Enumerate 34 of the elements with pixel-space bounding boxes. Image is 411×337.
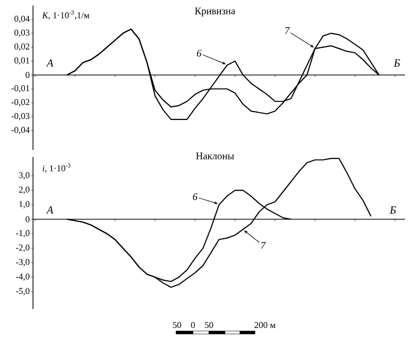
y-tick-label: -1,0 [16, 230, 30, 238]
text: 50 [173, 322, 182, 328]
y-axis-title: K, 1·10$^{-3}$,1/м [42, 10, 90, 20]
y-tick-label: -0,01 [11, 85, 30, 93]
text: 7 [285, 27, 290, 34]
y-tick-label: -2,0 [16, 244, 30, 252]
y-tick-label: -0,03 [11, 112, 30, 120]
y-tick-label: 1,0 [19, 201, 30, 208]
annotation: Б [394, 59, 400, 67]
text: 7 [261, 242, 266, 249]
y-tick-label: -0,04 [11, 126, 30, 134]
y-tick-label: -3,0 [16, 258, 30, 266]
y-tick-label: 0 [26, 72, 30, 78]
legend-label: 6 [192, 193, 198, 200]
y-tick-label: -5,0 [16, 288, 30, 296]
y-tick-label: 0,02 [14, 44, 30, 51]
y-tick-label: 3,0 [19, 172, 30, 180]
chart-title: Наклоны [196, 152, 234, 160]
y-tick-label: 2,0 [18, 186, 30, 194]
text: 50 [205, 322, 214, 328]
y-tick-label: 0 [26, 216, 30, 222]
annotation: А [46, 59, 54, 67]
legend-label: 6 [196, 50, 202, 57]
text: 200 м [254, 322, 276, 328]
text: 0 [191, 322, 195, 328]
annotation: А [46, 206, 54, 214]
y-tick-label: -0,02 [11, 99, 30, 106]
annotation: Б [390, 206, 396, 214]
y-tick-label: -4,0 [16, 273, 30, 281]
y-axis-title: i, 1·10$^{-3}$ [42, 163, 70, 173]
y-tick-label: 0,01 [14, 57, 30, 65]
y-tick-label: 0,04 [14, 16, 30, 24]
y-tick-label: 0,03 [14, 30, 30, 37]
chart-title: Кривизна [194, 8, 236, 16]
